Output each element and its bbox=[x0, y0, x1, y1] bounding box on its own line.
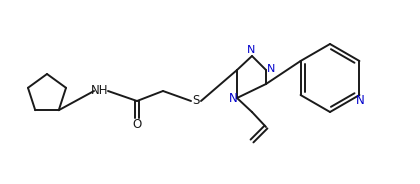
Text: N: N bbox=[228, 93, 237, 105]
Text: N: N bbox=[356, 93, 365, 107]
Text: O: O bbox=[132, 118, 142, 130]
Text: N: N bbox=[267, 64, 275, 74]
Text: NH: NH bbox=[91, 84, 109, 96]
Text: N: N bbox=[247, 45, 255, 55]
Text: S: S bbox=[192, 93, 200, 107]
